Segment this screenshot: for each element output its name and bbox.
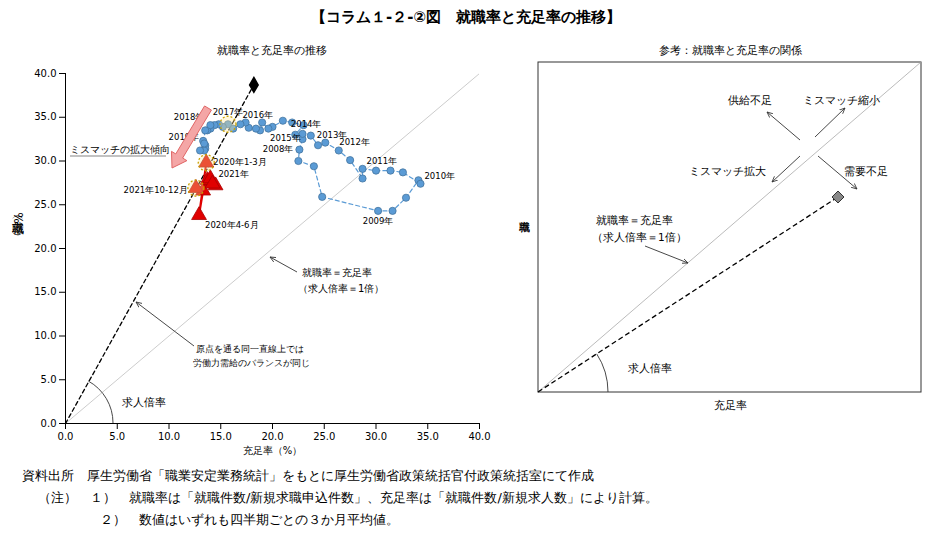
- svg-text:就職率（%）: 就職率（%）: [11, 212, 25, 235]
- svg-text:2018年: 2018年: [174, 112, 205, 122]
- svg-text:参考：就職率と充足率の関係: 参考：就職率と充足率の関係: [659, 44, 802, 57]
- svg-text:30.0: 30.0: [34, 155, 56, 166]
- svg-text:5.0: 5.0: [41, 374, 57, 385]
- svg-text:2011年: 2011年: [367, 156, 398, 166]
- svg-text:労働力需給のバランスが同じ: 労働力需給のバランスが同じ: [193, 358, 310, 368]
- svg-text:（求人倍率＝1倍）: （求人倍率＝1倍）: [592, 231, 687, 243]
- svg-text:２） 数値はいずれも四半期ごとの３か月平均値。: ２） 数値はいずれも四半期ごとの３か月平均値。: [100, 512, 399, 527]
- svg-text:2015年: 2015年: [270, 133, 301, 143]
- svg-text:40.0: 40.0: [468, 431, 490, 442]
- svg-text:2010年: 2010年: [424, 171, 455, 181]
- svg-text:25.0: 25.0: [34, 199, 56, 210]
- svg-text:0.0: 0.0: [41, 418, 57, 429]
- svg-text:需要不足: 需要不足: [844, 165, 888, 178]
- svg-text:40.0: 40.0: [34, 68, 56, 79]
- svg-text:30.0: 30.0: [365, 431, 387, 442]
- svg-text:2012年: 2012年: [339, 137, 370, 148]
- svg-text:20.0: 20.0: [34, 243, 56, 254]
- svg-text:2020年4-6月: 2020年4-6月: [205, 220, 259, 230]
- svg-text:2020年1-3月: 2020年1-3月: [213, 157, 267, 167]
- svg-text:（求人倍率＝1倍）: （求人倍率＝1倍）: [298, 283, 384, 294]
- svg-text:資料出所 厚生労働省「職業安定業務統計」をもとに厚生労働省政: 資料出所 厚生労働省「職業安定業務統計」をもとに厚生労働省政策統括官付政策統括室…: [22, 468, 594, 483]
- svg-text:25.0: 25.0: [313, 431, 335, 442]
- svg-text:ミスマッチ拡大: ミスマッチ拡大: [689, 165, 766, 178]
- svg-text:2014年: 2014年: [291, 119, 322, 129]
- svg-text:2021年: 2021年: [218, 169, 249, 179]
- svg-text:2017年: 2017年: [213, 107, 244, 117]
- svg-text:5.0: 5.0: [109, 431, 125, 442]
- svg-text:2013年: 2013年: [317, 130, 348, 140]
- svg-text:2021年10-12月: 2021年10-12月: [124, 185, 188, 195]
- svg-text:原点を通る同一直線上では: 原点を通る同一直線上では: [196, 344, 304, 354]
- svg-text:就職率＝充足率: 就職率＝充足率: [596, 214, 673, 226]
- svg-text:ミスマッチの拡大傾向: ミスマッチの拡大傾向: [70, 144, 170, 155]
- svg-text:35.0: 35.0: [417, 431, 439, 442]
- svg-text:就職率: 就職率: [520, 221, 531, 233]
- svg-text:ミスマッチ縮小: ミスマッチ縮小: [803, 94, 880, 107]
- svg-text:求人倍率: 求人倍率: [122, 396, 166, 409]
- svg-text:充足率: 充足率: [714, 399, 747, 412]
- svg-text:求人倍率: 求人倍率: [628, 362, 672, 375]
- svg-text:【コラム１-２-②図 就職率と充足率の推移】: 【コラム１-２-②図 就職率と充足率の推移】: [311, 8, 621, 26]
- svg-text:2016年: 2016年: [242, 110, 273, 120]
- svg-text:2009年: 2009年: [363, 216, 394, 226]
- svg-text:（注） １） 就職率は「就職件数/新規求職申込件数」、充足率: （注） １） 就職率は「就職件数/新規求職申込件数」、充足率は「就職件数/新規求…: [38, 490, 658, 505]
- svg-text:充足率（%）: 充足率（%）: [243, 445, 303, 456]
- svg-text:就職率と充足率の推移: 就職率と充足率の推移: [217, 44, 327, 57]
- svg-text:10.0: 10.0: [34, 330, 56, 341]
- svg-text:15.0: 15.0: [210, 431, 232, 442]
- svg-text:2008年: 2008年: [263, 144, 294, 154]
- svg-text:2019年: 2019年: [169, 132, 200, 142]
- svg-text:10.0: 10.0: [158, 431, 180, 442]
- svg-text:0.0: 0.0: [58, 431, 74, 442]
- svg-text:35.0: 35.0: [34, 111, 56, 122]
- svg-text:就職率＝充足率: 就職率＝充足率: [302, 267, 372, 278]
- svg-text:供給不足: 供給不足: [728, 94, 772, 107]
- svg-text:20.0: 20.0: [261, 431, 283, 442]
- svg-text:15.0: 15.0: [34, 286, 56, 297]
